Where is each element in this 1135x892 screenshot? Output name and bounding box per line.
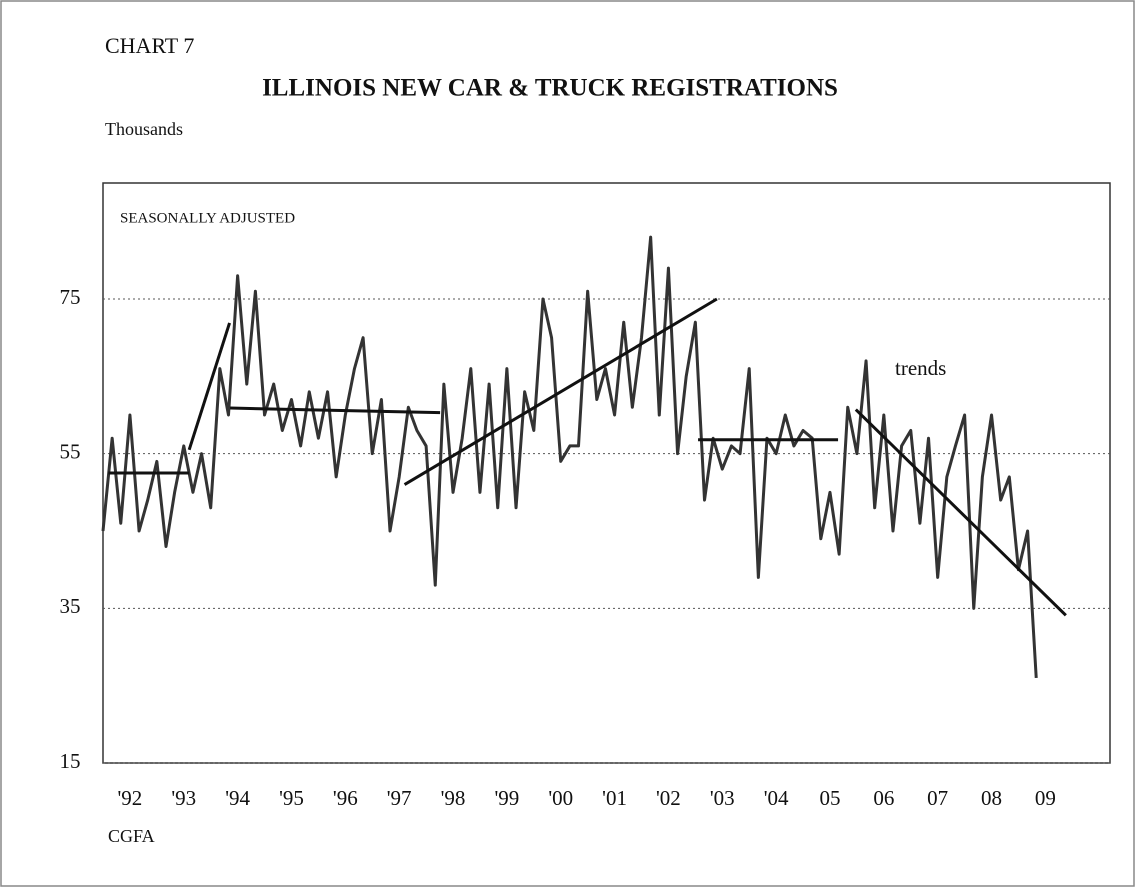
annotation: trends <box>895 356 946 380</box>
x-tick-label: '99 <box>494 786 519 810</box>
x-tick-label: 07 <box>927 786 948 810</box>
x-tick-label: '92 <box>118 786 143 810</box>
x-tick-label: '01 <box>602 786 627 810</box>
chart-label: CHART 7 <box>105 33 194 58</box>
y-tick-label: 55 <box>60 439 81 463</box>
trend-line <box>403 297 718 486</box>
x-tick-label: 08 <box>981 786 1002 810</box>
y-tick-label: 35 <box>60 594 81 618</box>
x-tick-label: '94 <box>225 786 250 810</box>
x-tick-label: '96 <box>333 786 358 810</box>
plot-frame <box>102 182 1111 764</box>
y-axis-label: Thousands <box>105 119 183 139</box>
x-tick-label: '97 <box>387 786 412 810</box>
x-tick-label: '00 <box>548 786 573 810</box>
chart-title: ILLINOIS NEW CAR & TRUCK REGISTRATIONS <box>262 75 838 102</box>
x-tick-label: 05 <box>819 786 840 810</box>
source: CGFA <box>108 826 155 846</box>
x-tick-label: 06 <box>873 786 894 810</box>
x-tick-label: '98 <box>441 786 466 810</box>
x-tick-label: '04 <box>764 786 789 810</box>
trend-line <box>230 406 441 415</box>
trend-line <box>854 408 1067 617</box>
x-tick-label: 09 <box>1035 786 1056 810</box>
trend-line <box>187 322 231 451</box>
subtitle: SEASONALLY ADJUSTED <box>120 210 295 226</box>
y-tick-label: 15 <box>60 749 81 773</box>
x-tick-label: '95 <box>279 786 304 810</box>
x-tick-label: '93 <box>171 786 196 810</box>
data-line <box>101 235 1038 679</box>
y-tick-label: 75 <box>60 285 81 309</box>
x-tick-label: '02 <box>656 786 681 810</box>
x-tick-label: '03 <box>710 786 735 810</box>
